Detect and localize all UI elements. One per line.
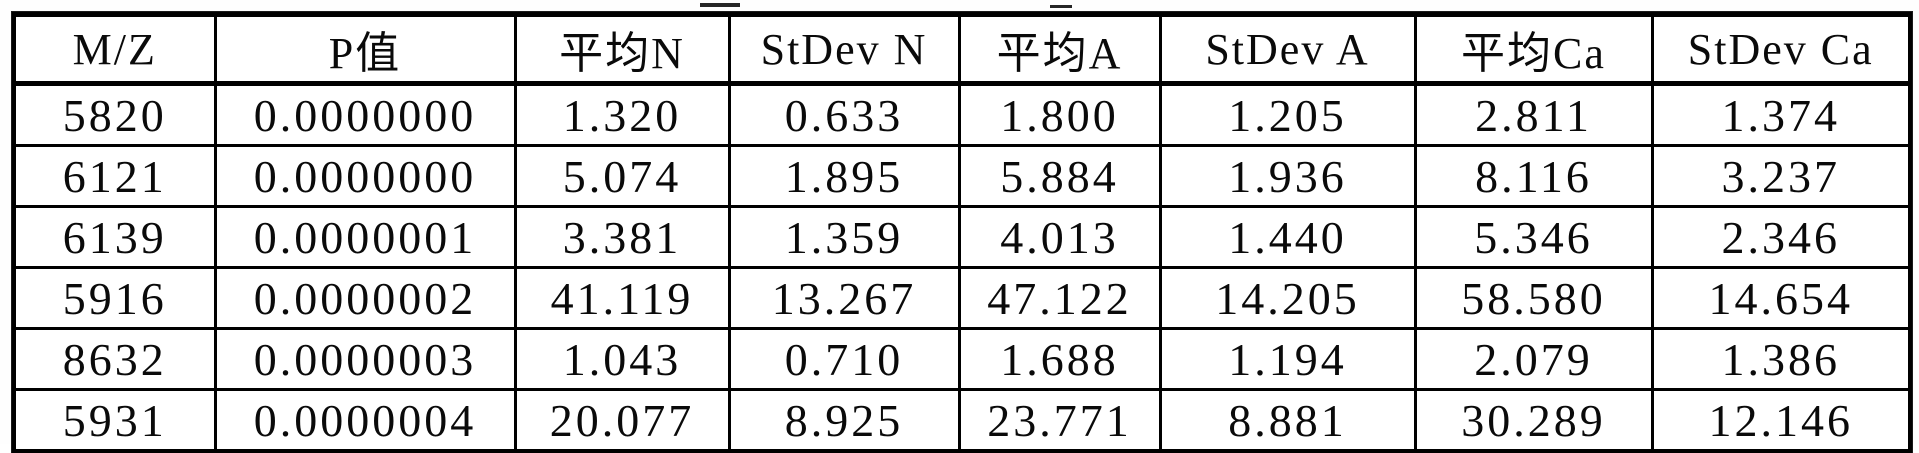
table-row: 6139 0.0000001 3.381 1.359 4.013 1.440 5.346 2.… (12, 205, 1912, 269)
table-cell: 1.440 (1158, 205, 1417, 269)
table-cell: 1.374 (1650, 82, 1912, 147)
table-cell: 2.346 (1650, 205, 1912, 269)
table-cell: 5916 (12, 266, 217, 330)
column-header-mean_a: 平均A (957, 12, 1162, 86)
table-cell: 41.119 (513, 266, 731, 330)
table-cell: 0.0000000 (213, 82, 517, 147)
table-cell: 14.654 (1650, 266, 1912, 330)
table-cell: 1.359 (727, 205, 961, 269)
table-cell: 13.267 (727, 266, 961, 330)
table-cell: 1.194 (1158, 327, 1417, 391)
table-cell: 8632 (12, 327, 217, 391)
table-cell: 0.0000000 (213, 144, 517, 208)
table-cell: 1.688 (957, 327, 1162, 391)
table-body: 5820 0.0000000 1.320 0.633 1.800 1.205 2.811 1.… (12, 82, 1912, 453)
table-cell: 0.0000004 (213, 388, 517, 453)
scan-speckle (700, 3, 740, 7)
column-header-stdev_ca: StDev Ca (1650, 12, 1912, 86)
table-cell: 8.925 (727, 388, 961, 453)
table-cell: 5931 (12, 388, 217, 453)
table-cell: 1.936 (1158, 144, 1417, 208)
table-cell: 1.205 (1158, 82, 1417, 147)
table-cell: 1.043 (513, 327, 731, 391)
column-header-stdev_a: StDev A (1158, 12, 1417, 86)
table-cell: 1.320 (513, 82, 731, 147)
table-cell: 2.079 (1413, 327, 1654, 391)
table-cell: 0.633 (727, 82, 961, 147)
table-cell: 5.074 (513, 144, 731, 208)
table-cell: 0.0000002 (213, 266, 517, 330)
table-cell: 3.237 (1650, 144, 1912, 208)
statistics-table: M/Z P值 平均N StDev N 平均A StDev A 平均Ca StDev Ca 58… (12, 12, 1912, 453)
table-row: 6121 0.0000000 5.074 1.895 5.884 1.936 8.116 3.… (12, 144, 1912, 208)
table-header: M/Z P值 平均N StDev N 平均A StDev A 平均Ca StDev Ca (12, 12, 1912, 86)
header-row: M/Z P值 平均N StDev N 平均A StDev A 平均Ca StDev Ca (12, 12, 1912, 86)
column-header-p_value: P值 (213, 12, 517, 86)
scan-speckle (1050, 5, 1072, 8)
table-cell: 6121 (12, 144, 217, 208)
table-cell: 6139 (12, 205, 217, 269)
table-cell: 47.122 (957, 266, 1162, 330)
table-cell: 8.116 (1413, 144, 1654, 208)
table-cell: 5.884 (957, 144, 1162, 208)
table-cell: 0.0000001 (213, 205, 517, 269)
table-row: 5820 0.0000000 1.320 0.633 1.800 1.205 2.811 1.… (12, 82, 1912, 147)
table-cell: 2.811 (1413, 82, 1654, 147)
table-cell: 4.013 (957, 205, 1162, 269)
table-cell: 5.346 (1413, 205, 1654, 269)
table-cell: 30.289 (1413, 388, 1654, 453)
table-cell: 1.895 (727, 144, 961, 208)
table-cell: 58.580 (1413, 266, 1654, 330)
column-header-mean_ca: 平均Ca (1413, 12, 1654, 86)
table-cell: 8.881 (1158, 388, 1417, 453)
table-row: 8632 0.0000003 1.043 0.710 1.688 1.194 2.079 1.… (12, 327, 1912, 391)
table-cell: 1.386 (1650, 327, 1912, 391)
table-cell: 12.146 (1650, 388, 1912, 453)
table-cell: 3.381 (513, 205, 731, 269)
table-cell: 1.800 (957, 82, 1162, 147)
table-cell: 0.710 (727, 327, 961, 391)
table-row: 5916 0.0000002 41.119 13.267 47.122 14.205 58.… (12, 266, 1912, 330)
column-header-mean_n: 平均N (513, 12, 731, 86)
column-header-mz: M/Z (12, 12, 217, 86)
table-row: 5931 0.0000004 20.077 8.925 23.771 8.881 30.28… (12, 388, 1912, 453)
table-cell: 20.077 (513, 388, 731, 453)
column-header-stdev_n: StDev N (727, 12, 961, 86)
table-cell: 5820 (12, 82, 217, 147)
table-cell: 14.205 (1158, 266, 1417, 330)
table-cell: 0.0000003 (213, 327, 517, 391)
table-cell: 23.771 (957, 388, 1162, 453)
